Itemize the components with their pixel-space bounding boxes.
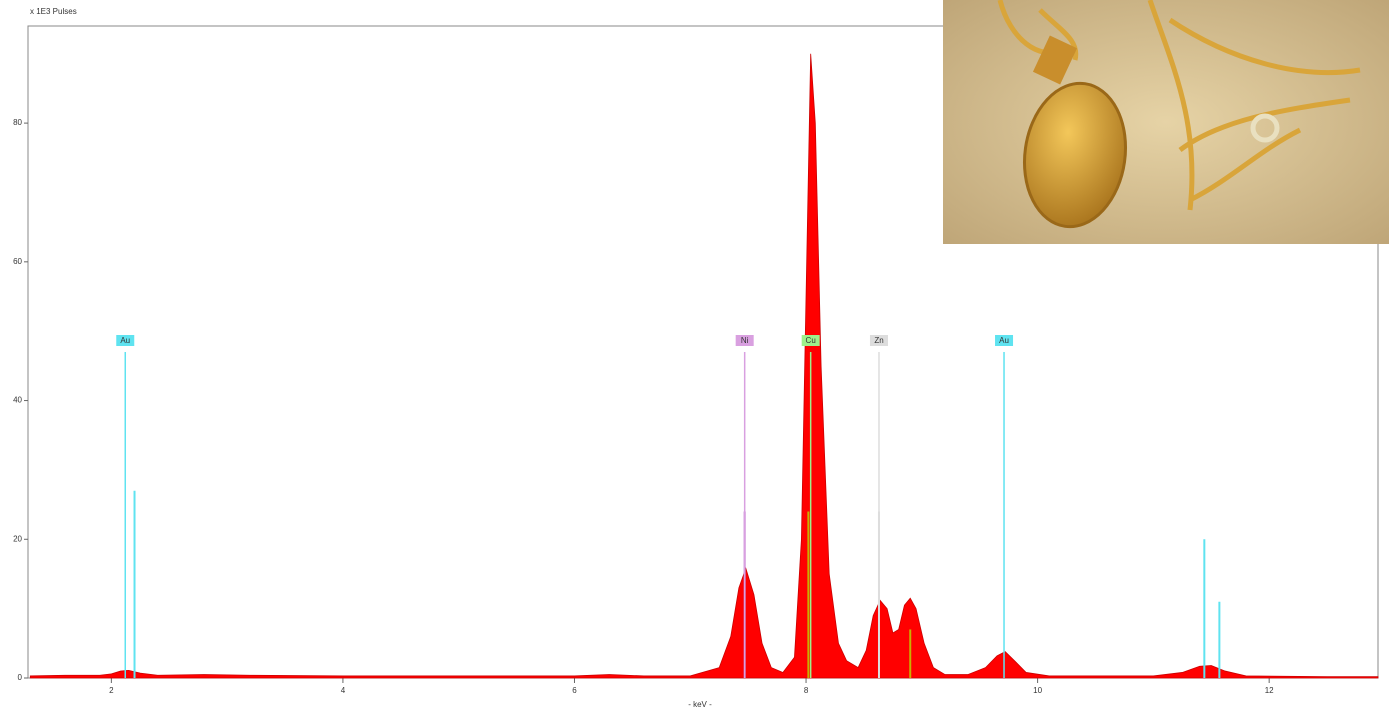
spectrum: [29, 53, 1379, 679]
y-tick-label: 0: [18, 673, 23, 682]
x-tick-label: 6: [572, 686, 577, 695]
x-tick-label: 12: [1265, 686, 1274, 695]
element-tag: [869, 335, 888, 346]
element-tag: [735, 335, 754, 346]
element-label: Au: [120, 336, 130, 345]
x-tick-label: 8: [804, 686, 809, 695]
element-label: Ni: [741, 336, 749, 345]
chart-title: x 1E3 Pulses: [30, 7, 77, 16]
x-tick-label: 2: [109, 686, 114, 695]
element-label: Au: [999, 336, 1009, 345]
element-tag: [995, 335, 1014, 346]
element-label: Cu: [806, 336, 816, 345]
element-label: Zn: [874, 336, 883, 345]
y-tick-label: 80: [13, 118, 22, 127]
element-tag: [801, 335, 820, 346]
y-tick-label: 20: [13, 534, 22, 543]
x-tick-label: 10: [1033, 686, 1042, 695]
y-tick-label: 40: [13, 396, 22, 405]
photo-inset: [943, 0, 1389, 244]
y-tick-label: 60: [13, 257, 22, 266]
x-axis-label: - keV -: [688, 700, 712, 709]
plot-area: 0 20 40 60 80 2 4 6 8 10 12 Au Ni Cu Zn Au: [13, 53, 1379, 695]
element-tag: [116, 335, 135, 346]
x-tick-label: 4: [341, 686, 346, 695]
